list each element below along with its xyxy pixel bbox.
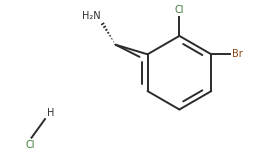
Text: Cl: Cl bbox=[175, 5, 184, 15]
Text: Br: Br bbox=[232, 49, 243, 59]
Text: H: H bbox=[47, 108, 54, 118]
Text: Cl: Cl bbox=[26, 140, 35, 150]
Text: H₂N: H₂N bbox=[82, 11, 100, 21]
